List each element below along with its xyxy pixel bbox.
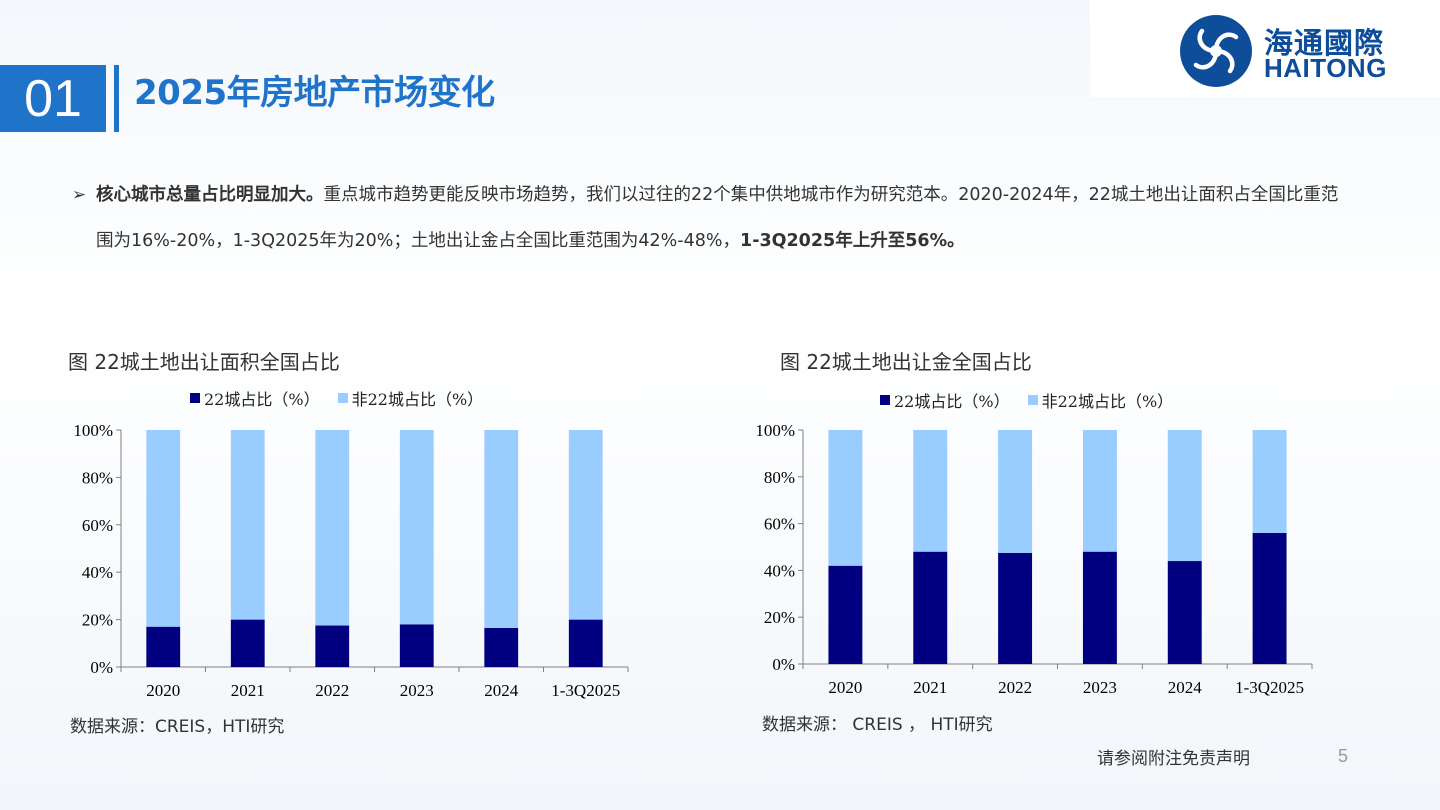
chart-2-title: 图 22城土地出让金全国占比 xyxy=(780,350,1032,374)
legend-label: 非22城占比（%） xyxy=(1041,392,1174,411)
x-tick-label: 1-3Q2025 xyxy=(1235,678,1304,697)
bar-22 xyxy=(399,624,434,667)
legend-label: 22城占比（%） xyxy=(894,392,1010,411)
chart-1-legend-item-22: 22城占比（%） xyxy=(190,386,320,410)
chart-2-source: 数据来源： CREIS ， HTI研究 xyxy=(762,715,993,735)
chart-1-legend-item-non22: 非22城占比（%） xyxy=(337,386,484,410)
bar-22 xyxy=(484,627,519,667)
bar-non22 xyxy=(998,430,1033,553)
bar-22 xyxy=(315,625,350,667)
y-tick-label: 20% xyxy=(764,608,795,627)
x-tick-label: 2023 xyxy=(400,681,434,700)
haitong-logo-icon xyxy=(1180,15,1252,87)
chart-1-legend: 22城占比（%） 非22城占比（%） xyxy=(190,386,483,410)
x-tick-label: 2022 xyxy=(998,678,1032,697)
bar-22 xyxy=(568,619,603,667)
y-tick-label: 20% xyxy=(82,611,113,630)
bar-non22 xyxy=(484,430,519,628)
x-tick-label: 2024 xyxy=(484,681,519,700)
page-title: 2025年房地产市场变化 xyxy=(134,73,495,113)
bar-22 xyxy=(1082,551,1117,664)
x-tick-label: 2020 xyxy=(828,678,862,697)
chart-1-title: 图 22城土地出让面积全国占比 xyxy=(68,350,340,374)
chart-1-plot: 0% 20% 40% 60% 80% 100% 2020 2021 2022 2023 2024 1-… xyxy=(73,421,629,700)
legend-swatch xyxy=(337,393,348,403)
y-tick-label: 0% xyxy=(90,658,113,677)
bar-non22 xyxy=(913,430,948,552)
bar-non22 xyxy=(1167,430,1202,562)
x-tick-label: 2020 xyxy=(146,681,180,700)
x-tick-label: 2021 xyxy=(913,678,947,697)
bar-22 xyxy=(1167,561,1202,664)
bar-22 xyxy=(998,552,1033,664)
bar-22 xyxy=(1252,532,1287,664)
legend-swatch xyxy=(1027,395,1038,405)
page-number: 5 xyxy=(1338,746,1349,766)
y-tick-label: 80% xyxy=(764,468,795,487)
y-tick-label: 60% xyxy=(82,516,113,535)
y-tick-label: 80% xyxy=(82,468,113,487)
x-tick-label: 2022 xyxy=(315,681,349,700)
bar-non22 xyxy=(828,430,863,566)
y-tick-label: 40% xyxy=(764,561,795,580)
chart-2-legend-item-non22: 非22城占比（%） xyxy=(1027,388,1174,412)
y-tick-label: 100% xyxy=(755,421,795,440)
chart-1-source: 数据来源：CREIS，HTI研究 xyxy=(70,717,285,737)
y-tick-label: 40% xyxy=(82,563,113,582)
legend-label: 22城占比（%） xyxy=(204,390,320,409)
legend-label: 非22城占比（%） xyxy=(351,390,484,409)
disclaimer-link[interactable]: 请参阅附注免责声明 xyxy=(1097,749,1250,769)
bullet-bold-tail: 1-3Q2025年上升至56%。 xyxy=(740,231,965,251)
chart-2-plot: 0% 20% 40% 60% 80% 100% 2020 2021 2022 2023 2024 1-… xyxy=(755,421,1313,697)
x-tick-label: 2021 xyxy=(231,681,265,700)
logo-text-en: HAITONG xyxy=(1264,53,1387,83)
bar-non22 xyxy=(230,430,265,620)
x-tick-label: 2024 xyxy=(1168,678,1203,697)
section-number: 01 xyxy=(0,65,106,132)
title-divider xyxy=(114,65,119,132)
logo-text-cn: 海通國際 xyxy=(1264,26,1385,60)
bar-22 xyxy=(230,619,265,667)
bullet-paragraph: ➢ 核心城市总量占比明显加大。重点城市趋势更能反映市场趋势，我们以过往的22个集… xyxy=(70,172,1340,264)
x-tick-label: 2023 xyxy=(1083,678,1117,697)
bar-non22 xyxy=(568,430,603,620)
bar-22 xyxy=(146,626,181,667)
bar-22 xyxy=(913,551,948,664)
logo-area xyxy=(1090,0,1440,97)
x-tick-label: 1-3Q2025 xyxy=(551,681,620,700)
bar-non22 xyxy=(146,430,181,627)
legend-swatch xyxy=(190,393,200,403)
y-tick-label: 0% xyxy=(772,655,795,674)
bullet-bold-lead: 核心城市总量占比明显加大。 xyxy=(96,185,324,205)
chart-2-legend-item-22: 22城占比（%） xyxy=(880,388,1010,412)
legend-swatch xyxy=(880,395,890,405)
bar-non22 xyxy=(399,430,434,625)
chart-2-legend: 22城占比（%） 非22城占比（%） xyxy=(880,388,1173,412)
bar-non22 xyxy=(1252,430,1287,533)
y-tick-label: 60% xyxy=(764,515,795,534)
bullet-text: 重点城市趋势更能反映市场趋势，我们以过往的22个集中供地城市作为研究范本。202… xyxy=(96,185,1339,251)
bar-22 xyxy=(828,565,863,664)
arrow-bullet-icon: ➢ xyxy=(72,185,87,205)
y-tick-label: 100% xyxy=(73,421,113,440)
bar-non22 xyxy=(315,430,350,626)
bar-non22 xyxy=(1082,430,1117,552)
